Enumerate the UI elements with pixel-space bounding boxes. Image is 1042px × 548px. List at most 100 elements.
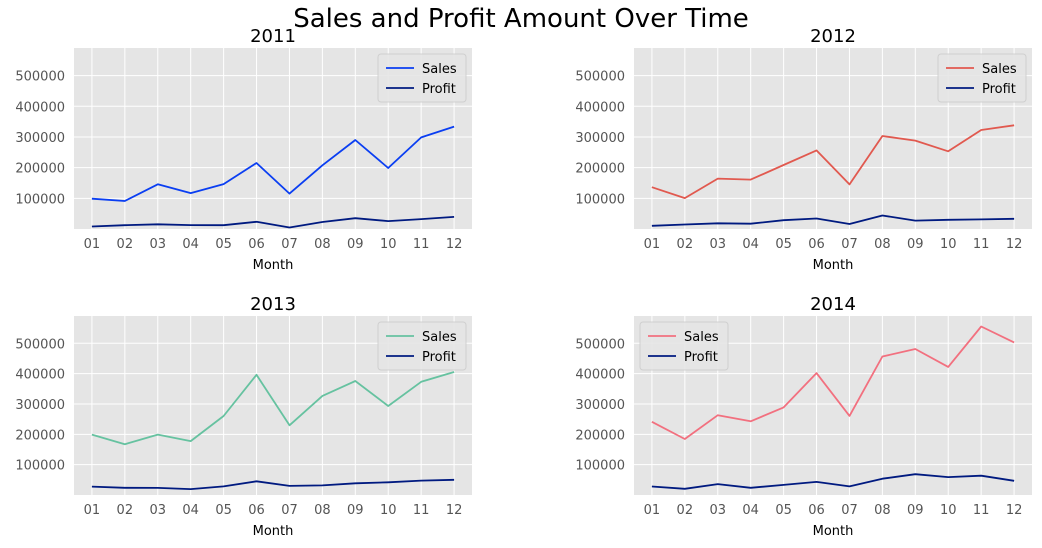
x-tick-label: 10 — [380, 503, 397, 518]
y-tick-label: 100000 — [15, 192, 65, 207]
x-tick-label: 07 — [841, 237, 858, 252]
x-axis-label: Month — [253, 524, 294, 539]
figure-title: Sales and Profit Amount Over Time — [293, 4, 749, 34]
x-tick-label: 06 — [248, 503, 265, 518]
series-line-profit — [91, 478, 455, 491]
x-tick-label: 03 — [709, 503, 726, 518]
legend-entry: Profit — [684, 350, 718, 365]
y-tick-label: 100000 — [15, 459, 65, 474]
x-tick-label: 01 — [84, 503, 101, 518]
x-tick-label: 12 — [1006, 503, 1023, 518]
y-tick-label: 300000 — [575, 131, 625, 146]
x-tick-label: 10 — [940, 237, 957, 252]
subplot-2012: 01 02 03 04 05 06 07 08 09 10 11 12 100000 200000 3000… — [575, 26, 1032, 273]
y-tick-label: 400000 — [575, 100, 625, 115]
x-tick-label: 09 — [907, 237, 924, 252]
legend-entry: Profit — [422, 350, 456, 365]
x-tick-label: 12 — [446, 237, 463, 252]
x-axis-label: Month — [813, 524, 854, 539]
x-tick-label: 10 — [940, 503, 957, 518]
y-tick-label: 500000 — [575, 337, 625, 352]
legend-entry: Sales — [422, 330, 457, 345]
x-tick-label: 02 — [117, 503, 134, 518]
subplot-title: 2012 — [810, 26, 856, 47]
series-line-profit — [651, 473, 1015, 490]
series-line-profit — [91, 216, 455, 229]
x-tick-label: 09 — [347, 503, 364, 518]
legend: Sales Profit — [377, 321, 467, 371]
y-tick-label: 400000 — [15, 368, 65, 383]
subplot-title: 2014 — [810, 294, 856, 315]
x-tick-label: 04 — [182, 503, 199, 518]
subplot-title: 2013 — [250, 294, 296, 315]
x-tick-label: 01 — [644, 237, 661, 252]
x-tick-label: 07 — [841, 503, 858, 518]
series-line-sales — [651, 325, 1015, 440]
x-tick-label: 12 — [1006, 237, 1023, 252]
x-tick-label: 05 — [775, 503, 792, 518]
x-tick-label: 09 — [907, 503, 924, 518]
series-line-profit — [651, 214, 1015, 227]
subplot-2013: 01 02 03 04 05 06 07 08 09 10 11 12 100000 200000 3000… — [15, 294, 472, 539]
legend-box — [377, 53, 467, 103]
y-tick-label: 300000 — [15, 398, 65, 413]
x-tick-label: 06 — [808, 503, 825, 518]
y-tick-label: 400000 — [15, 100, 65, 115]
x-tick-label: 03 — [149, 237, 166, 252]
y-tick-label: 500000 — [15, 70, 65, 85]
y-tick-label: 200000 — [15, 428, 65, 443]
legend-box — [639, 321, 729, 371]
x-tick-label: 11 — [413, 503, 430, 518]
y-tick-label: 200000 — [15, 162, 65, 177]
x-tick-label: 05 — [215, 503, 232, 518]
legend-entry: Sales — [422, 62, 457, 77]
legend: Sales Profit — [937, 53, 1027, 103]
y-tick-label: 400000 — [575, 368, 625, 383]
legend: Sales Profit — [639, 321, 729, 371]
legend: Sales Profit — [377, 53, 467, 103]
subplot-2014: 01 02 03 04 05 06 07 08 09 10 11 12 100000 200000 3000… — [575, 294, 1032, 539]
legend-box — [377, 321, 467, 371]
x-tick-label: 02 — [677, 237, 694, 252]
x-tick-label: 11 — [413, 237, 430, 252]
y-tick-label: 200000 — [575, 162, 625, 177]
x-tick-label: 06 — [808, 237, 825, 252]
x-tick-label: 05 — [775, 237, 792, 252]
legend-entry: Profit — [422, 82, 456, 97]
x-tick-label: 11 — [973, 503, 990, 518]
x-tick-label: 02 — [677, 503, 694, 518]
y-tick-label: 500000 — [15, 337, 65, 352]
x-tick-label: 01 — [84, 237, 101, 252]
x-tick-label: 02 — [117, 237, 134, 252]
x-tick-label: 08 — [314, 237, 331, 252]
x-tick-label: 01 — [644, 503, 661, 518]
x-tick-label: 06 — [248, 237, 265, 252]
legend-entry: Sales — [684, 330, 719, 345]
y-tick-label: 300000 — [575, 398, 625, 413]
series-line-sales — [91, 371, 455, 446]
x-axis-label: Month — [813, 258, 854, 273]
series-line-sales — [91, 125, 455, 202]
legend-box — [937, 53, 1027, 103]
x-tick-label: 08 — [874, 237, 891, 252]
series-line-sales — [651, 124, 1015, 200]
subplot-2011: 01 02 03 04 05 06 07 08 09 10 11 12 100000 200000 3000… — [15, 26, 472, 273]
y-tick-label: 300000 — [15, 131, 65, 146]
x-tick-label: 07 — [281, 503, 298, 518]
y-tick-label: 100000 — [575, 459, 625, 474]
x-tick-label: 04 — [742, 503, 759, 518]
x-tick-label: 10 — [380, 237, 397, 252]
x-tick-label: 03 — [149, 503, 166, 518]
x-tick-label: 05 — [215, 237, 232, 252]
x-tick-label: 04 — [182, 237, 199, 252]
subplot-title: 2011 — [250, 26, 296, 47]
x-tick-label: 03 — [709, 237, 726, 252]
x-tick-label: 04 — [742, 237, 759, 252]
x-axis-label: Month — [253, 258, 294, 273]
x-tick-label: 12 — [446, 503, 463, 518]
y-tick-label: 200000 — [575, 428, 625, 443]
y-tick-label: 100000 — [575, 192, 625, 207]
x-tick-label: 09 — [347, 237, 364, 252]
